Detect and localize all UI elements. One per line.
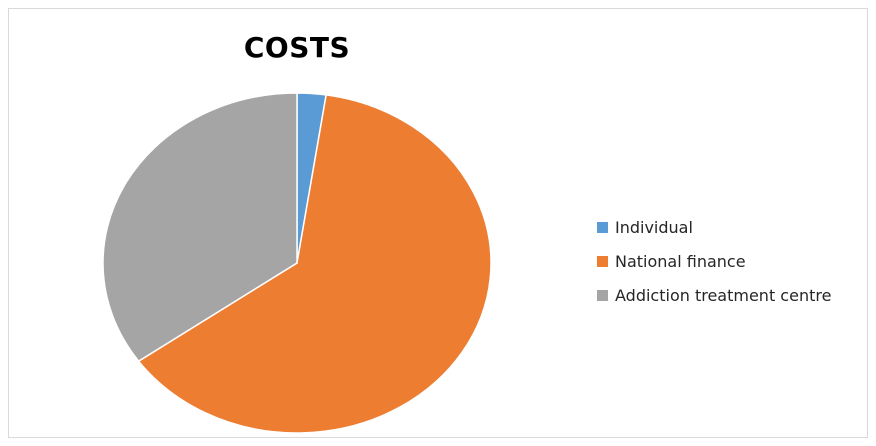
pie-chart [102,92,492,434]
legend-item-addiction-treatment-centre: Addiction treatment centre [597,283,831,308]
legend-label-addiction-treatment-centre: Addiction treatment centre [615,286,832,305]
legend-swatch-addiction-treatment-centre [597,290,608,301]
legend-label-national-finance: National finance [615,252,746,271]
pie-slice-addiction-treatment-centre [102,92,298,363]
pie-slices [102,92,492,434]
chart-area: COSTS Individual National finance Addict… [8,8,868,438]
chart-title: COSTS [243,31,351,64]
pie-slice-national-finance [137,94,492,434]
legend-item-national-finance: National finance [597,249,831,274]
legend-item-individual: Individual [597,215,831,240]
legend-label-individual: Individual [615,218,693,237]
legend-swatch-individual [597,222,608,233]
legend-swatch-national-finance [597,256,608,267]
legend: Individual National finance Addiction tr… [597,215,831,317]
